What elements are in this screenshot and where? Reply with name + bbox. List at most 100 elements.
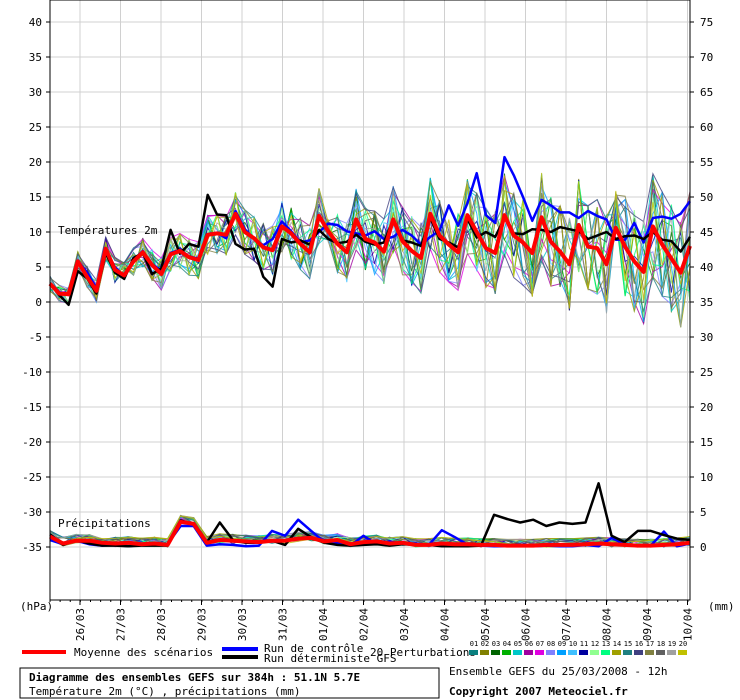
x-tick-label: 28/03 <box>155 608 168 641</box>
legend-perturbation-number: 18 <box>657 640 665 648</box>
right-tick-label: 35 <box>700 296 713 309</box>
legend-perturbation-number: 04 <box>503 640 511 648</box>
left-tick-label: -10 <box>22 366 42 379</box>
precipitation-section-label: Précipitations <box>58 517 151 530</box>
temperature-section-label: Températures 2m <box>58 224 158 237</box>
legend-perturbation-swatch <box>656 650 665 655</box>
left-tick-label: 5 <box>35 261 42 274</box>
legend-control-label: Run de contrôle <box>264 642 363 655</box>
legend-perturbation-number: 14 <box>613 640 621 648</box>
right-unit: (mm) <box>708 600 735 613</box>
right-tick-label: 20 <box>700 401 713 414</box>
plot-frame <box>49 0 691 601</box>
left-tick-label: 30 <box>29 86 42 99</box>
x-tick-label: 30/03 <box>236 608 249 641</box>
chart-title: Diagramme des ensembles GEFS sur 384h : … <box>29 671 360 684</box>
perturbation-temperature-line <box>49 179 691 328</box>
x-tick-label: 06/04 <box>520 608 533 641</box>
legend-perturbation-swatch <box>678 650 687 655</box>
main-lines <box>48 155 692 548</box>
legend-mean-label: Moyenne des scénarios <box>74 646 213 659</box>
left-tick-label: -30 <box>22 506 42 519</box>
left-unit: (hPa) <box>20 600 53 613</box>
left-tick-label: 25 <box>29 121 42 134</box>
chart-subtitle: Température 2m (°C) , précipitations (mm… <box>29 685 301 698</box>
right-tick-label: 50 <box>700 191 713 204</box>
right-tick-label: 75 <box>700 16 713 29</box>
legend-perturbation-swatch <box>535 650 544 655</box>
legend-perturbation-swatch <box>612 650 621 655</box>
left-tick-label: 35 <box>29 51 42 64</box>
right-tick-label: 70 <box>700 51 713 64</box>
left-tick-label: -5 <box>29 331 42 344</box>
legend-perturbation-number: 11 <box>580 640 588 648</box>
left-tick-label: 15 <box>29 191 42 204</box>
x-tick-label: 26/03 <box>74 608 87 641</box>
legend-perturbation-number: 08 <box>547 640 555 648</box>
legend-perturbation-number: 09 <box>558 640 566 648</box>
legend-perturbation-number: 02 <box>481 640 489 648</box>
legend-perturbation-number: 10 <box>569 640 577 648</box>
legend-perturbation-number: 16 <box>635 640 643 648</box>
legend-perturbation-swatch <box>579 650 588 655</box>
legend-perturbation-number: 17 <box>646 640 654 648</box>
legend-perturbation-swatch <box>502 650 511 655</box>
mean-temperature-line <box>48 211 692 297</box>
x-tick-label: 05/04 <box>479 608 492 641</box>
x-tick-label: 31/03 <box>277 608 290 641</box>
legend-perturbation-swatch <box>491 650 500 655</box>
left-tick-label: 0 <box>35 296 42 309</box>
right-tick-label: 60 <box>700 121 713 134</box>
legend-perturbation-swatch <box>645 650 654 655</box>
perturbation-temperature-line <box>49 181 691 310</box>
x-tick-label: 09/04 <box>641 608 654 641</box>
legend-perturbation-number: 12 <box>591 640 599 648</box>
right-tick-label: 65 <box>700 86 713 99</box>
left-tick-label: -35 <box>22 541 42 554</box>
legend-perturbation-swatch <box>623 650 632 655</box>
run-info: Ensemble GEFS du 25/03/2008 - 12h <box>449 665 668 678</box>
legend-perturbation-number: 07 <box>536 640 544 648</box>
x-tick-label: 01/04 <box>317 608 330 641</box>
perturbation-temperature-line <box>49 182 691 328</box>
x-tick-label: 29/03 <box>196 608 209 641</box>
legend-perturbation-number: 20 <box>679 640 687 648</box>
legend-perturbation-swatch <box>590 650 599 655</box>
right-tick-label: 5 <box>700 506 707 519</box>
left-tick-label: 10 <box>29 226 42 239</box>
x-tick-label: 07/04 <box>560 608 573 641</box>
legend-perturbation-swatch <box>634 650 643 655</box>
copyright: Copyright 2007 Meteociel.fr <box>449 685 628 698</box>
left-tick-label: -20 <box>22 436 42 449</box>
left-tick-label: -25 <box>22 471 42 484</box>
left-tick-label: -15 <box>22 401 42 414</box>
x-tick-label: 10/04 <box>682 608 695 641</box>
right-tick-label: 45 <box>700 226 713 239</box>
legend-perturbation-number: 13 <box>602 640 610 648</box>
right-tick-label: 10 <box>700 471 713 484</box>
right-tick-label: 15 <box>700 436 713 449</box>
legend: Moyenne des scénarios Run de contrôleRun … <box>19 640 687 699</box>
legend-perturbation-number: 15 <box>624 640 632 648</box>
x-tick-label: 02/04 <box>358 608 371 641</box>
left-tick-label: 20 <box>29 156 42 169</box>
axes: 4035302520151050-5-10-15-20-25-30-357570… <box>20 0 735 641</box>
legend-perturbation-swatch <box>469 650 478 655</box>
legend-perturbation-swatch <box>524 650 533 655</box>
mean-precipitation-line <box>49 519 691 548</box>
legend-perturbation-number: 03 <box>492 640 500 648</box>
title-box <box>19 667 440 699</box>
legend-perturbation-number: 06 <box>525 640 533 648</box>
legend-perturbation-swatch <box>513 650 522 655</box>
perturbation-temperature-line <box>49 179 691 300</box>
legend-perturbation-number: 19 <box>668 640 676 648</box>
legend-perturbation-swatch <box>568 650 577 655</box>
legend-perturbation-number: 01 <box>470 640 478 648</box>
x-tick-label: 08/04 <box>601 608 614 641</box>
right-tick-label: 30 <box>700 331 713 344</box>
legend-perturbation-swatch <box>546 650 555 655</box>
legend-deterministic-label: Run déterministe GFS <box>264 652 396 665</box>
x-tick-label: 03/04 <box>398 608 411 641</box>
x-tick-label: 04/04 <box>439 608 452 641</box>
